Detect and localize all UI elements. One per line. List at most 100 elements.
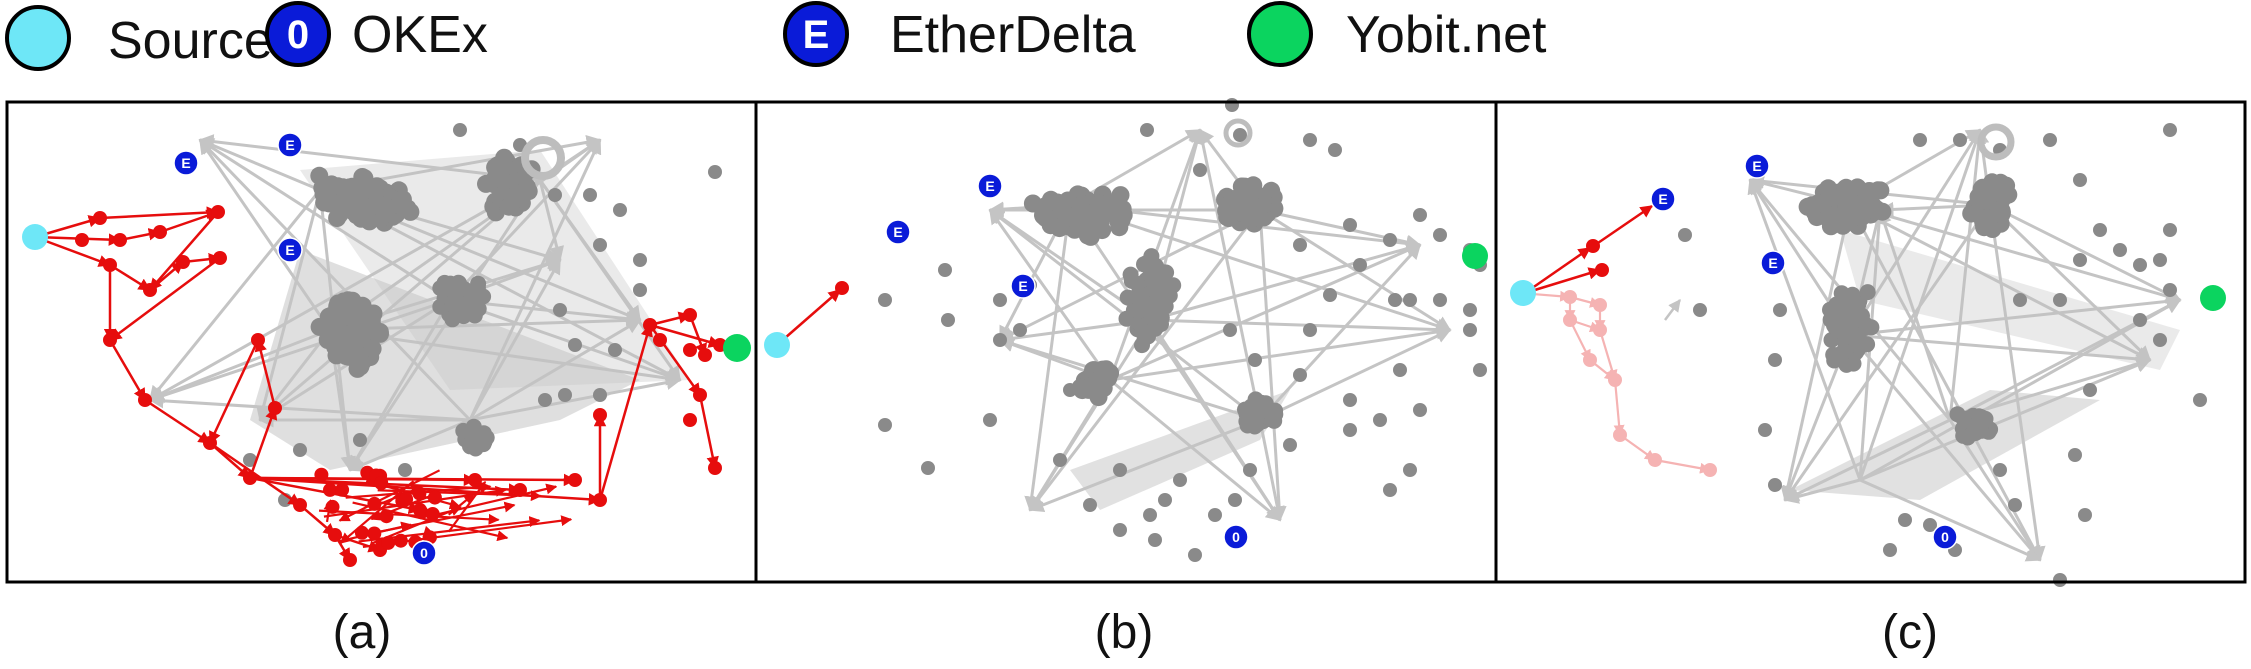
graph-edge xyxy=(249,473,577,487)
graph-edge xyxy=(1149,241,1422,322)
graph-node xyxy=(1225,98,1239,112)
trace-node xyxy=(593,408,607,422)
panel-frame xyxy=(5,100,2247,584)
trace-node xyxy=(568,473,582,487)
trace-node xyxy=(1586,239,1600,253)
graph-edge xyxy=(448,138,602,302)
faded-trace-node xyxy=(1593,323,1607,337)
graph-node xyxy=(1433,228,1447,242)
trace-node xyxy=(153,225,167,239)
graph-node xyxy=(470,432,487,449)
faded-trace-node xyxy=(1583,353,1597,367)
graph-node xyxy=(1243,463,1257,477)
graph-node xyxy=(363,339,382,358)
graph-edge xyxy=(108,339,147,402)
trace-node xyxy=(103,258,117,272)
graph-node xyxy=(1693,303,1707,317)
graph-node xyxy=(1013,323,1027,337)
trace-node xyxy=(1595,263,1609,277)
graph-node xyxy=(2008,498,2022,512)
faded-trace-node xyxy=(1648,453,1662,467)
graph-node xyxy=(1136,256,1152,273)
graph-node xyxy=(1343,218,1357,232)
graph-node xyxy=(1383,233,1397,247)
graph-node xyxy=(1959,429,1976,446)
graph-edge xyxy=(598,323,653,501)
graph-node xyxy=(1824,188,1842,207)
graph-node xyxy=(1844,286,1861,303)
graph-node xyxy=(938,263,952,277)
yobit-node-icon xyxy=(2200,285,2226,311)
legend-label-okex: OKEx xyxy=(352,6,488,64)
graph-node xyxy=(436,274,453,291)
graph-node xyxy=(1148,533,1162,547)
legend-item-okex: 0 OKEx xyxy=(265,1,488,67)
graph-node xyxy=(1140,328,1156,345)
graph-node xyxy=(878,418,892,432)
trace-node xyxy=(328,528,342,542)
graph-node xyxy=(1223,323,1237,337)
graph-node xyxy=(1328,143,1342,157)
graph-edge xyxy=(1848,204,2042,562)
graph-edge xyxy=(144,398,212,445)
exchange-node-label: 0 xyxy=(1232,529,1240,545)
graph-node xyxy=(2153,253,2167,267)
graph-node xyxy=(1193,163,1207,177)
trace-node xyxy=(268,401,282,415)
graph-node xyxy=(1473,363,1487,377)
graph-node xyxy=(1248,353,1262,367)
exchange-node-label: E xyxy=(1658,191,1667,207)
graph-node xyxy=(1923,518,1937,532)
graph-node xyxy=(1383,483,1397,497)
caption-b: (b) xyxy=(1095,606,1154,659)
okex-swatch-glyph: 0 xyxy=(287,13,309,57)
exchange-node-label: E xyxy=(285,137,294,153)
graph-node xyxy=(1845,194,1864,213)
graph-node xyxy=(2068,448,2082,462)
graph-edge xyxy=(1988,204,2046,562)
graph-node xyxy=(1077,204,1096,223)
graph-edge xyxy=(1594,204,1654,247)
graph-node xyxy=(1871,181,1890,200)
graph-node xyxy=(1343,423,1357,437)
trace-node xyxy=(393,533,408,548)
graph-node xyxy=(1293,238,1307,252)
graph-edge xyxy=(1664,299,1681,321)
graph-node xyxy=(1768,478,1782,492)
trace-node xyxy=(513,483,527,497)
graph-node xyxy=(1143,508,1157,522)
graph-node xyxy=(362,311,381,330)
edge-bundle xyxy=(1070,390,1290,510)
graph-edge xyxy=(1258,419,1285,522)
legend-item-yobit: Yobit.net xyxy=(1247,1,1547,67)
graph-node xyxy=(553,303,567,317)
trace-node xyxy=(93,211,107,225)
trace-node xyxy=(698,348,712,362)
exchange-node-label: E xyxy=(1768,255,1777,271)
graph-node xyxy=(1343,393,1357,407)
yobit-node-icon xyxy=(1462,243,1488,269)
graph-node xyxy=(1768,353,1782,367)
source-node-icon xyxy=(1510,280,1536,306)
graph-edge xyxy=(99,206,220,220)
graph-node xyxy=(346,179,365,197)
graph-edge xyxy=(1524,246,1592,295)
graph-node xyxy=(1076,219,1095,237)
okex-node-icon xyxy=(1932,524,1958,550)
graph-node xyxy=(1353,258,1367,272)
trace-node xyxy=(643,318,657,332)
graph-node xyxy=(1373,413,1387,427)
graph-edge xyxy=(1849,333,2152,367)
graph-node xyxy=(538,393,552,407)
graph-node xyxy=(1993,463,2007,477)
graph-edge xyxy=(34,235,112,267)
graph-node xyxy=(1293,368,1307,382)
graph-node xyxy=(1854,307,1870,324)
graph-node xyxy=(1863,319,1880,336)
graph-node xyxy=(1053,453,1067,467)
graph-node xyxy=(1243,206,1262,225)
graph-edge xyxy=(377,489,542,502)
graph-edge xyxy=(108,256,221,342)
graph-edge xyxy=(254,338,277,409)
graph-edge xyxy=(1109,324,1452,382)
